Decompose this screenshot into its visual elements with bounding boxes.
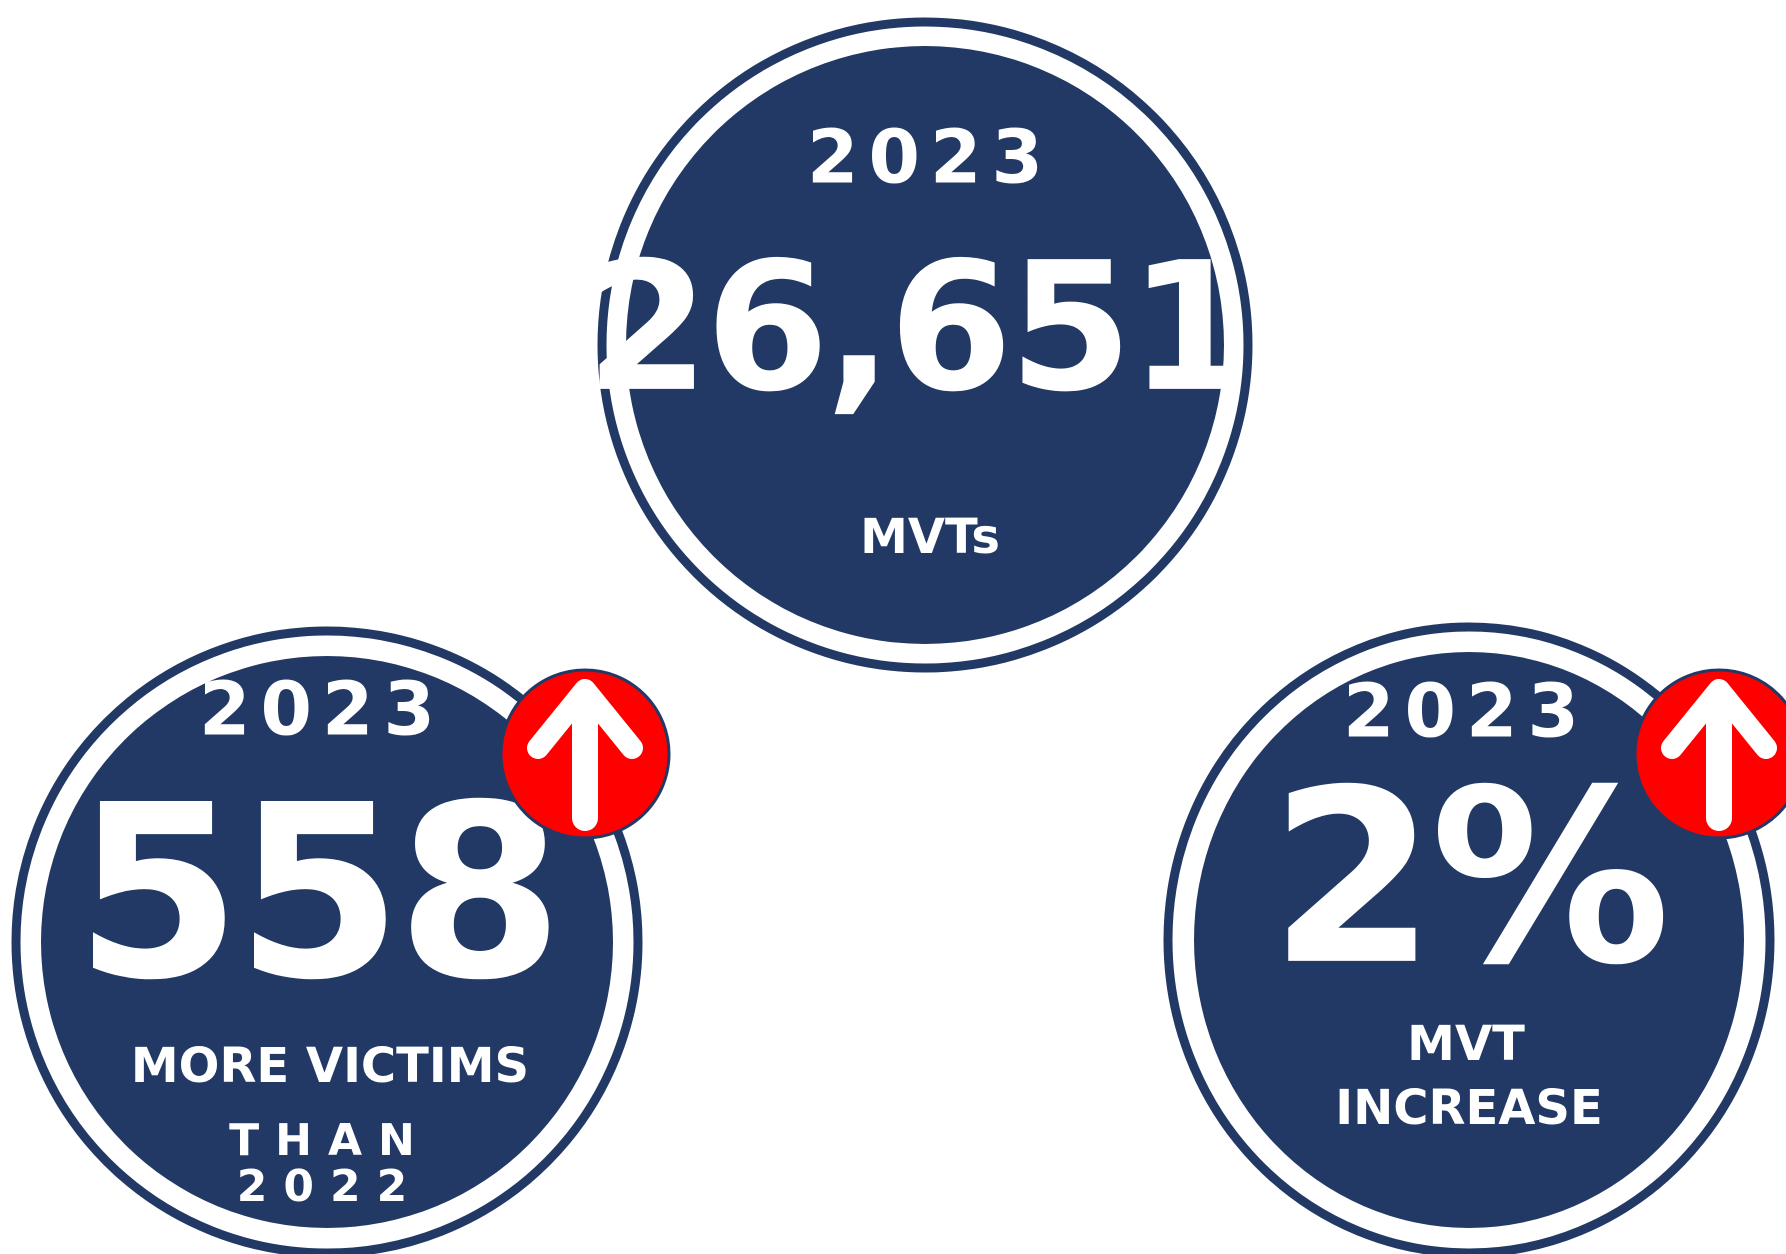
label: MORE VICTIMS: [131, 1038, 529, 1094]
outer-ring: [11, 626, 643, 1254]
label: INCREASE: [1335, 1080, 1603, 1136]
label: MVT: [1407, 1016, 1525, 1072]
outer-ring: [1163, 622, 1775, 1254]
up-arrow-badge: [499, 668, 671, 840]
value: 2%: [1269, 738, 1664, 1018]
value: 26,651: [586, 224, 1249, 431]
stat-total: 2023 26,651 MVTs: [586, 17, 1253, 673]
year: 2023: [199, 667, 445, 753]
label: THAN: [229, 1115, 431, 1166]
outer-ring: [597, 17, 1253, 673]
up-arrow-badge: [1633, 668, 1786, 840]
circle-fill: [41, 656, 613, 1228]
stat-increase: 2023 2% MVT INCREASE: [1163, 622, 1786, 1254]
circle-fill: [626, 46, 1224, 644]
year: 2023: [1343, 669, 1589, 755]
value: 558: [75, 753, 558, 1033]
label: 2022: [237, 1161, 423, 1212]
circle-fill: [1194, 652, 1744, 1228]
label: MVTs: [860, 509, 1000, 565]
stat-victims: 2023 558 MORE VICTIMS THAN 2022: [11, 626, 671, 1254]
year: 2023: [807, 115, 1053, 201]
